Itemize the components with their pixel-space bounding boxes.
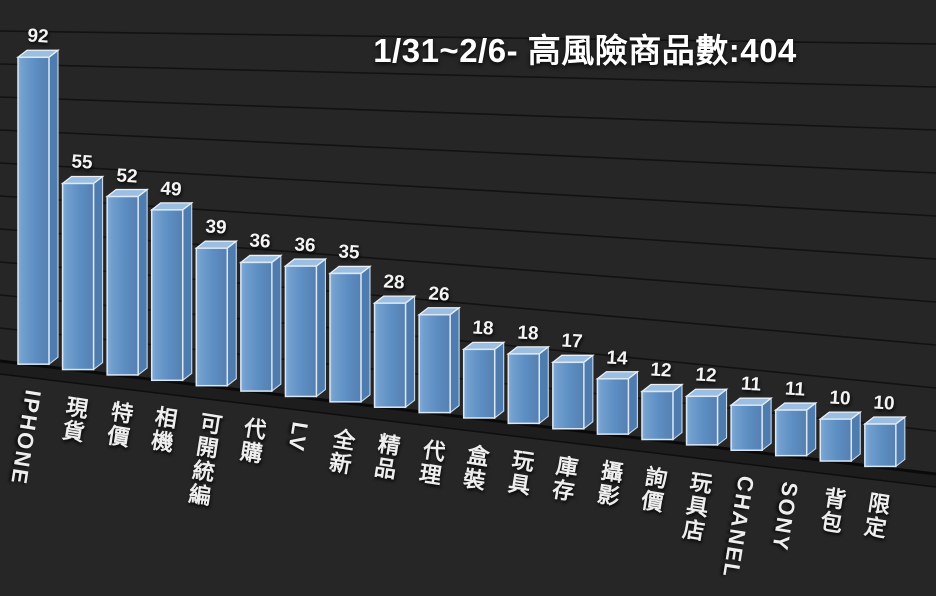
bar-side-face — [627, 370, 638, 436]
bar-side-face — [716, 388, 728, 447]
bar — [506, 345, 551, 425]
bar-front-face — [462, 348, 496, 419]
bar — [194, 240, 239, 387]
bar-front-face — [240, 261, 273, 392]
chart-title: 1/31~2/6- 高風險商品數:404 — [373, 32, 797, 69]
bar-side-face — [583, 354, 594, 430]
bar — [461, 341, 506, 420]
bar-value-label: 10 — [828, 387, 851, 410]
bar-value-label: 55 — [70, 151, 94, 175]
bar-side-face — [806, 401, 817, 457]
bar-value-label: 92 — [26, 25, 49, 48]
bar — [149, 201, 194, 382]
bar — [595, 370, 640, 436]
bar-side-face — [538, 345, 549, 425]
bar — [105, 188, 150, 377]
bar-value-label: 26 — [427, 283, 450, 306]
bar-side-face — [494, 341, 505, 420]
bar-front-face — [819, 418, 853, 462]
bar-side-face — [271, 254, 282, 393]
bar — [283, 257, 328, 398]
bar-value-label: 12 — [694, 364, 718, 387]
bar — [372, 295, 417, 409]
bar-side-face — [895, 415, 906, 468]
bar-side-face — [850, 410, 861, 463]
bar-front-face — [106, 195, 139, 376]
bar-front-face — [329, 272, 362, 403]
bar-value-label: 11 — [784, 378, 806, 401]
bar — [550, 354, 595, 430]
bar — [238, 254, 283, 393]
bar — [773, 401, 818, 457]
bar-side-face — [761, 397, 772, 452]
bar-front-face — [730, 404, 763, 452]
bar-front-face — [507, 353, 541, 425]
bar-front-face — [864, 423, 897, 468]
bar-value-label: 28 — [382, 271, 406, 294]
bar-side-face — [93, 175, 104, 371]
bar-side-face — [672, 383, 683, 441]
bar-front-face — [552, 361, 585, 430]
bar-value-label: 49 — [160, 178, 183, 201]
bar — [60, 175, 105, 371]
bar — [729, 397, 774, 452]
gridline — [0, 162, 936, 217]
bar-front-face — [373, 302, 407, 408]
bar-side-face — [182, 201, 193, 382]
bar-front-face — [284, 265, 318, 398]
bar — [16, 49, 60, 366]
bar-side-face — [449, 306, 460, 414]
bar-value-label: 12 — [650, 359, 673, 383]
bar — [818, 410, 863, 463]
category-label: LV — [283, 420, 313, 455]
bar-value-label: 36 — [293, 234, 317, 257]
gridline — [0, 129, 936, 174]
bar-front-face — [195, 247, 229, 387]
bar-front-face — [150, 209, 184, 382]
bar-front-face — [596, 378, 630, 435]
bar-front-face — [685, 395, 719, 446]
bar-front-face — [774, 409, 808, 457]
bar-value-label: 11 — [739, 373, 762, 396]
bar — [417, 306, 462, 414]
bar-value-label: 10 — [873, 392, 896, 415]
bar-value-label: 18 — [516, 322, 539, 345]
gridline — [0, 96, 936, 131]
gridline — [0, 63, 936, 88]
bar-front-face — [418, 313, 451, 414]
bar-side-face — [137, 188, 148, 377]
bar-front-face — [641, 390, 674, 441]
bar-value-label: 39 — [204, 216, 227, 239]
bar-side-face — [226, 240, 237, 387]
bar-value-label: 35 — [338, 241, 361, 265]
bar-value-label: 52 — [115, 164, 138, 188]
bar-front-face — [61, 182, 95, 371]
bar — [328, 265, 372, 403]
chart-floor — [0, 361, 936, 487]
floor-edge — [0, 373, 936, 488]
bar-side-face — [315, 257, 326, 398]
bar-side-face — [360, 265, 371, 403]
bar — [640, 383, 684, 441]
bar-value-label: 18 — [472, 317, 495, 340]
bar-side-face — [48, 49, 59, 366]
bar-value-label: 36 — [249, 230, 272, 254]
bar — [862, 415, 907, 468]
bar-side-face — [405, 295, 416, 409]
gridline — [0, 30, 936, 45]
bar — [684, 388, 729, 447]
bar-value-label: 17 — [561, 330, 584, 353]
bar-front-face — [17, 56, 50, 365]
bar-value-label: 14 — [605, 347, 629, 370]
